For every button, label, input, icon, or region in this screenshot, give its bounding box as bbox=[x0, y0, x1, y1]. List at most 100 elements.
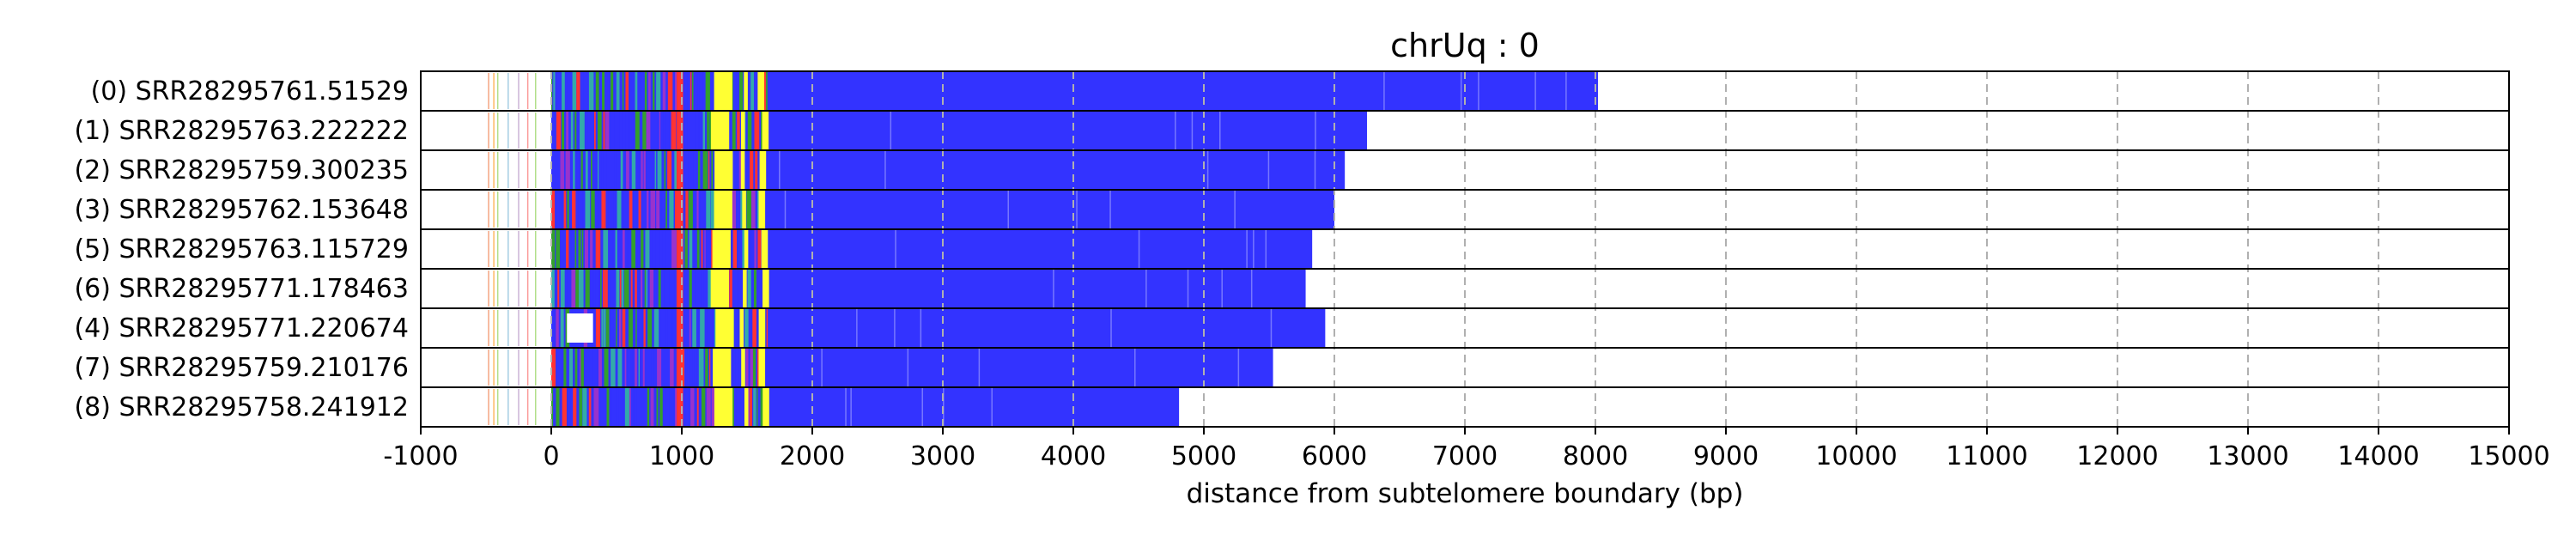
row-2-stripe bbox=[601, 150, 604, 190]
x-tick-label: 6000 bbox=[1302, 441, 1367, 471]
row-3-stripe bbox=[641, 190, 646, 229]
row-7-stripe bbox=[563, 348, 567, 387]
row-4-stripe bbox=[584, 229, 589, 269]
row-4-stripe bbox=[652, 229, 653, 269]
row-5-stripe bbox=[595, 269, 599, 308]
row-4-stripe bbox=[568, 229, 573, 269]
row-2-stripe bbox=[591, 150, 592, 190]
row-4-stripe bbox=[590, 229, 593, 269]
row-0-stripe bbox=[595, 71, 599, 111]
row-1-stripe bbox=[747, 111, 752, 150]
row-8-stripe bbox=[562, 387, 567, 427]
row-1-stripe bbox=[683, 111, 685, 150]
row-7-stripe bbox=[735, 348, 738, 387]
row-3-stripe bbox=[555, 190, 557, 229]
row-1-stripe bbox=[605, 111, 610, 150]
row-4-stripe bbox=[732, 229, 738, 269]
row-7-stripe bbox=[651, 348, 654, 387]
row-7-stripe bbox=[752, 348, 756, 387]
row-8-stripe bbox=[736, 387, 741, 427]
row-2-stripe bbox=[576, 150, 580, 190]
row-8-stripe bbox=[579, 387, 583, 427]
row-5-stripe bbox=[683, 269, 689, 308]
row-3-stripe bbox=[736, 190, 740, 229]
row-3-stripe bbox=[608, 190, 613, 229]
row-1-stripe bbox=[615, 111, 620, 150]
row-1-stripe bbox=[687, 111, 693, 150]
row-2-stripe bbox=[626, 150, 629, 190]
row-4-stripe bbox=[595, 229, 601, 269]
row-7-stripe bbox=[638, 348, 640, 387]
row-5-red-band bbox=[676, 269, 683, 308]
row-7-stripe bbox=[568, 348, 574, 387]
row-0-stripe bbox=[694, 71, 698, 111]
row-3-stripe bbox=[613, 190, 616, 229]
row-label: (6) SRR28295771.178463 bbox=[74, 274, 409, 304]
row-7-stripe bbox=[689, 348, 693, 387]
row-3-stripe bbox=[675, 190, 677, 229]
row-6-stripe bbox=[628, 308, 633, 348]
row-0-stripe bbox=[583, 71, 587, 111]
row-3-stripe bbox=[585, 190, 591, 229]
row-2-red-band bbox=[676, 150, 683, 190]
row-7-stripe bbox=[657, 348, 662, 387]
row-5 bbox=[488, 269, 1306, 308]
row-7-stripe bbox=[580, 348, 584, 387]
row-5-stripe bbox=[557, 269, 560, 308]
row-7-stripe bbox=[624, 348, 627, 387]
row-1-stripe bbox=[671, 111, 677, 150]
row-0-stripe bbox=[553, 71, 556, 111]
row-3-stripe bbox=[650, 190, 655, 229]
row-5-stripe bbox=[567, 269, 571, 308]
row-4-stripe bbox=[617, 229, 621, 269]
row-2-stripe bbox=[711, 150, 714, 190]
row-2-stripe bbox=[688, 150, 690, 190]
row-0-stripe bbox=[738, 71, 744, 111]
row-4-stripe bbox=[671, 229, 677, 269]
row-2-stripe bbox=[617, 150, 621, 190]
row-3-stripe bbox=[623, 190, 629, 229]
row-6-stripe bbox=[601, 308, 604, 348]
row-3-stripe bbox=[700, 190, 705, 229]
row-5-stripe bbox=[737, 269, 739, 308]
row-1-stripe bbox=[580, 111, 585, 150]
row-3-stripe bbox=[710, 190, 714, 229]
row-2-stripe bbox=[664, 150, 666, 190]
row-0-yellow-band bbox=[714, 71, 732, 111]
row-5-stripe bbox=[646, 269, 648, 308]
row-1-stripe bbox=[702, 111, 706, 150]
row-4-stripe bbox=[754, 229, 756, 269]
row-7-stripe bbox=[586, 348, 590, 387]
x-tick-label: 4000 bbox=[1041, 441, 1106, 471]
row-4-stripe bbox=[655, 229, 659, 269]
row-1-stripe bbox=[556, 111, 562, 150]
row-8-stripe bbox=[711, 387, 715, 427]
row-1-stripe bbox=[663, 111, 665, 150]
row-0-stripe bbox=[690, 71, 692, 111]
chart-title: chrUq : 0 bbox=[1390, 27, 1540, 64]
row-3-stripe bbox=[567, 190, 569, 229]
row-0-stripe bbox=[576, 71, 580, 111]
row-5-stripe bbox=[610, 269, 615, 308]
row-0-stripe bbox=[611, 71, 614, 111]
row-6-stripe bbox=[667, 308, 672, 348]
row-5-stripe bbox=[621, 269, 624, 308]
row-5-stripe bbox=[616, 269, 620, 308]
row-5-yellow-band bbox=[762, 269, 769, 308]
row-1-stripe bbox=[732, 111, 736, 150]
row-6-stripe bbox=[683, 308, 688, 348]
row-4-stripe bbox=[701, 229, 703, 269]
row-6-stripe bbox=[595, 308, 601, 348]
row-7-stripe bbox=[611, 348, 616, 387]
row-7-stripe bbox=[558, 348, 562, 387]
row-1-stripe bbox=[737, 111, 740, 150]
row-4-yellow-band bbox=[712, 229, 731, 269]
row-6-stripe bbox=[653, 308, 659, 348]
row-3-stripe bbox=[751, 190, 756, 229]
row-8-stripe bbox=[551, 387, 554, 427]
row-5-stripe bbox=[656, 269, 659, 308]
row-6-stripe bbox=[647, 308, 653, 348]
row-label: (3) SRR28295762.153648 bbox=[74, 195, 409, 225]
row-1-stripe bbox=[695, 111, 699, 150]
row-7-stripe bbox=[647, 348, 652, 387]
